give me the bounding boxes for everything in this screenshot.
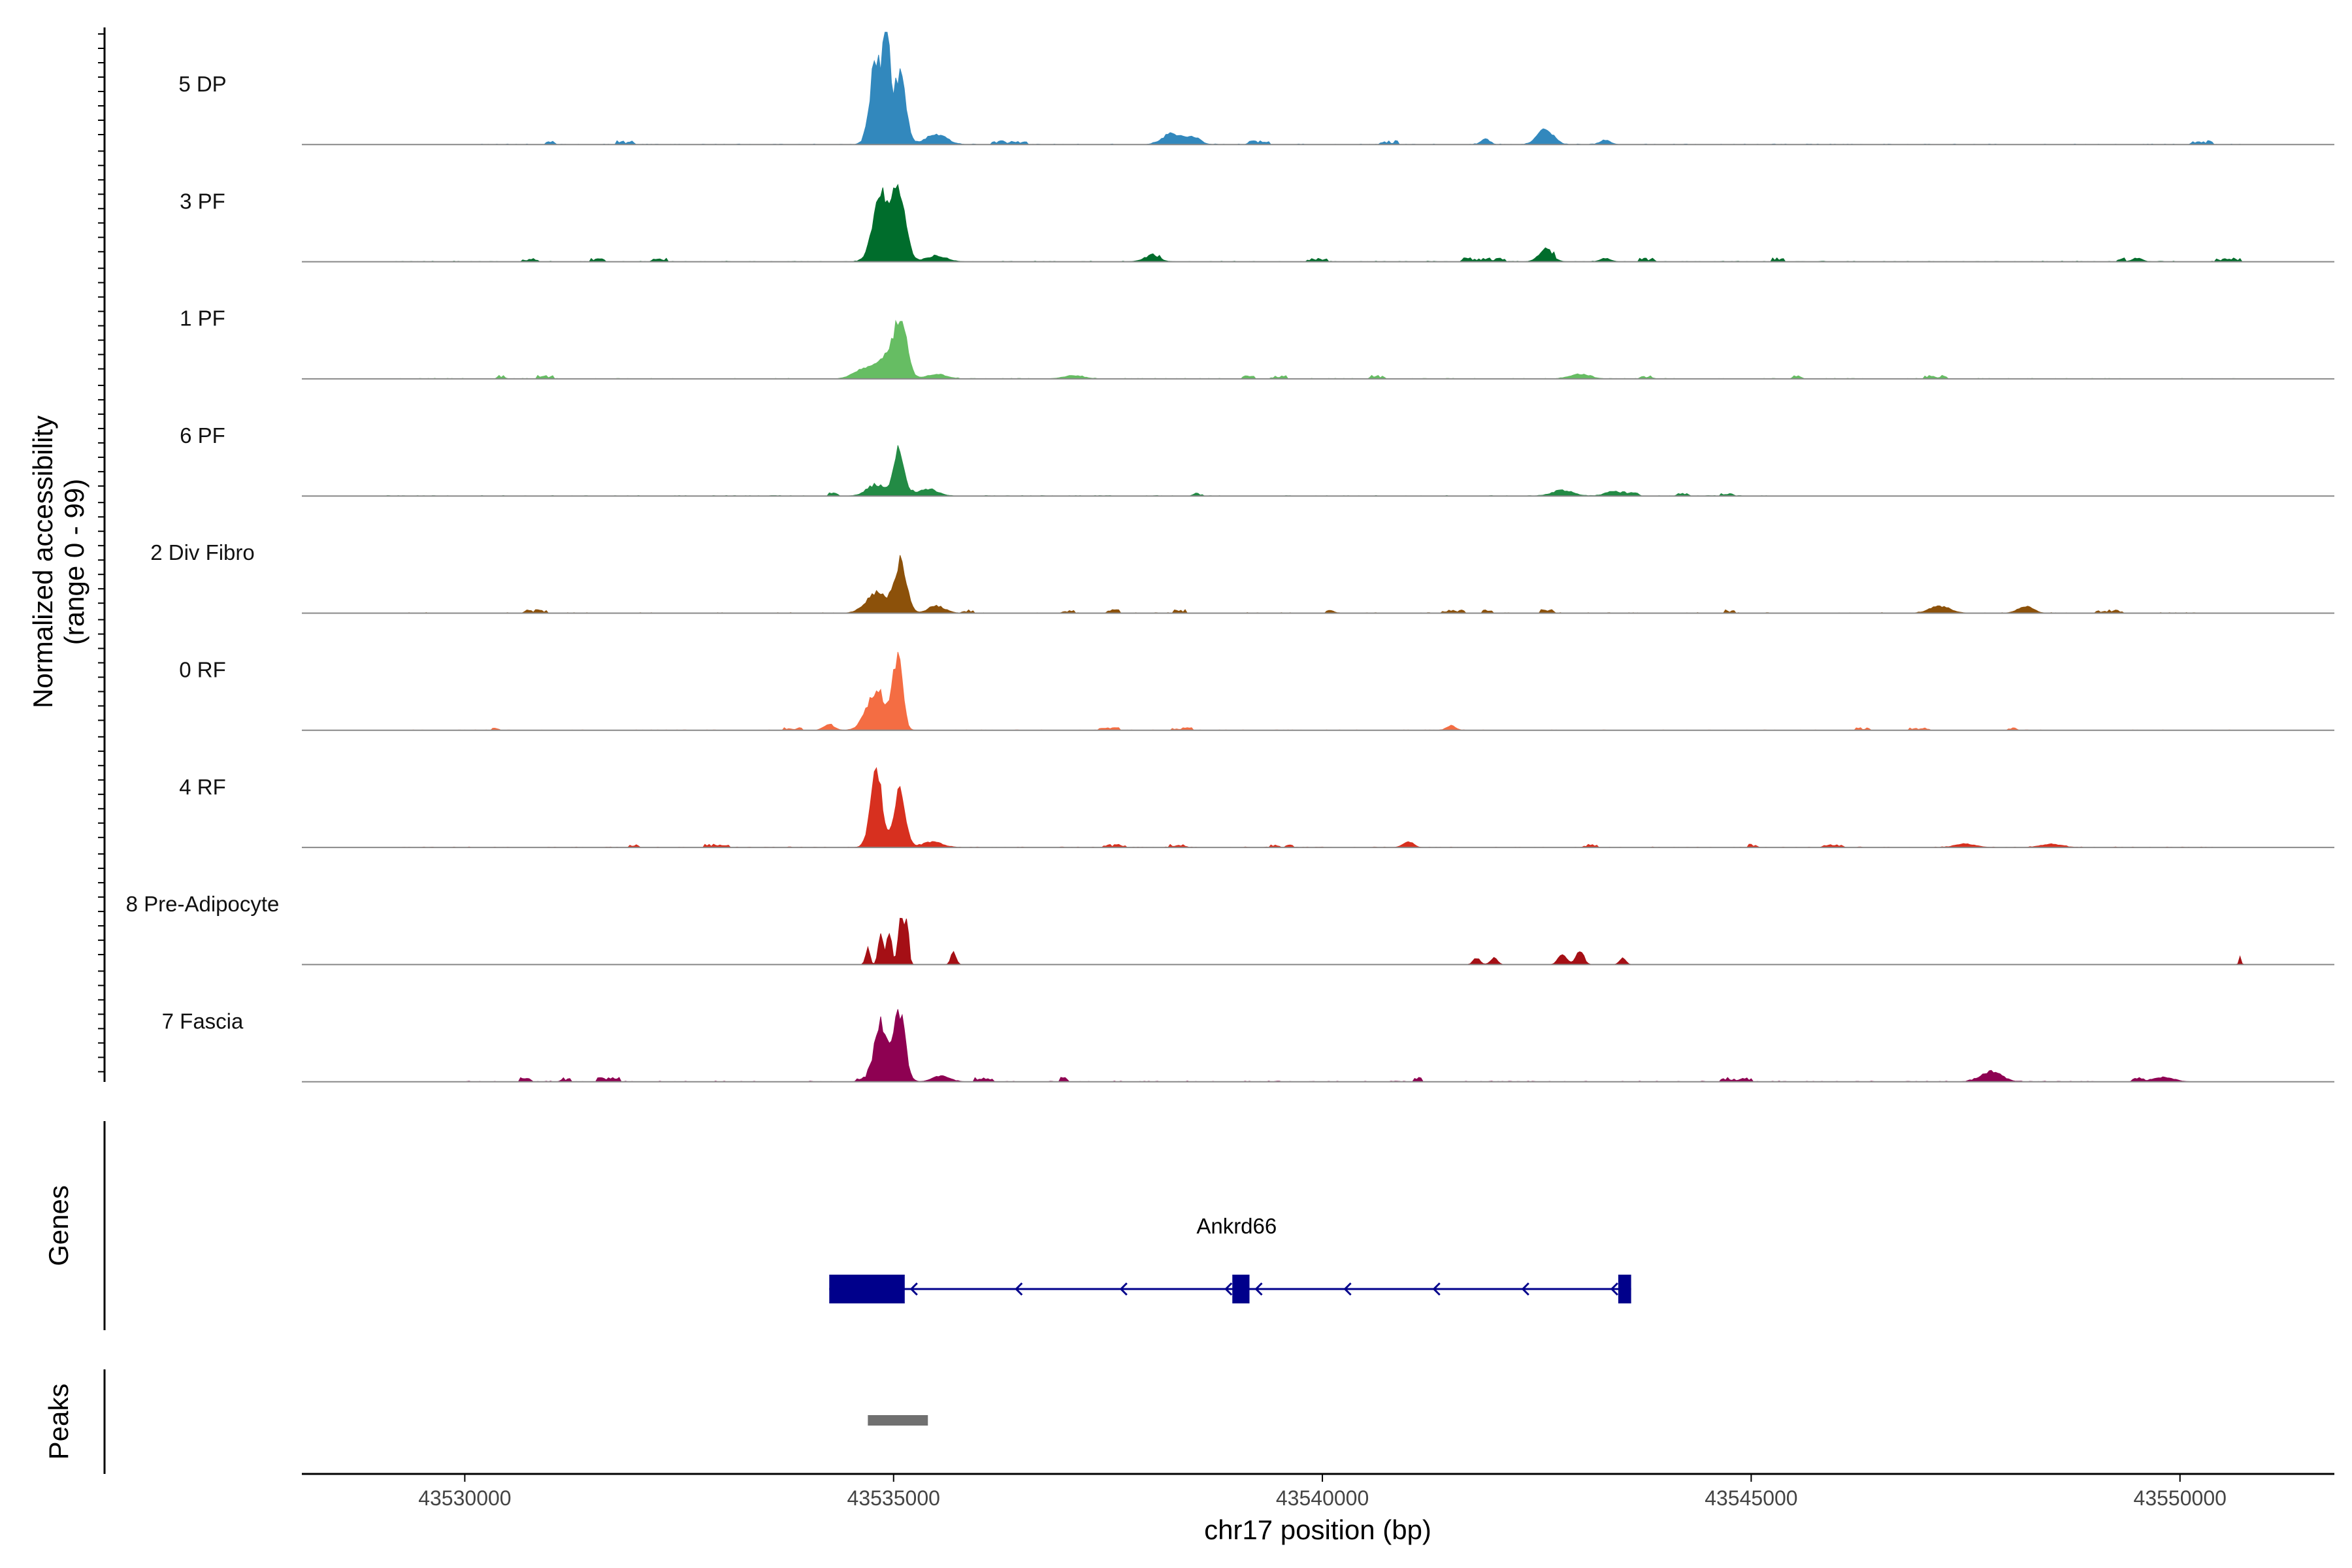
x-axis-ticks: 43530000 43535000 43540000 43545000 43550000 — [418, 1474, 2227, 1510]
track-5-dp: 5 DP — [178, 31, 2334, 146]
track-4-rf: 4 RF — [179, 766, 2334, 849]
strand-arrow — [1254, 1282, 1263, 1296]
track-label-0-rf: 0 RF — [179, 658, 226, 682]
track-label-8-pre-adipocyte: 8 Pre-Adipocyte — [126, 892, 280, 916]
track-label-5-dp: 5 DP — [178, 72, 226, 96]
y-axis-title-line2: (range 0 - 99) — [59, 479, 90, 645]
track-2-div-fibro: 2 Div Fibro — [150, 540, 2334, 614]
gene-exon-1 — [829, 1275, 905, 1303]
coverage-area-5-dp — [302, 31, 2334, 145]
peak-track — [868, 1415, 928, 1426]
gene-track: Ankrd66 — [829, 1214, 1631, 1303]
track-0-rf: 0 RF — [179, 651, 2334, 731]
track-label-1-pf: 1 PF — [180, 306, 225, 331]
x-axis-title: chr17 position (bp) — [1204, 1514, 1431, 1545]
coverage-area-8-pre-adipocyte — [302, 917, 2334, 965]
gene-name-label: Ankrd66 — [1196, 1214, 1277, 1238]
x-tick-label: 43535000 — [847, 1486, 940, 1510]
genes-panel-title: Genes — [43, 1185, 74, 1266]
peak-region-1 — [868, 1415, 928, 1426]
coverage-area-2-div-fibro — [302, 555, 2334, 614]
strand-arrow — [1432, 1282, 1441, 1296]
coverage-area-7-fascia — [302, 1009, 2334, 1083]
coverage-area-1-pf — [302, 319, 2334, 380]
track-6-pf: 6 PF — [180, 423, 2334, 497]
track-label-2-div-fibro: 2 Div Fibro — [150, 540, 255, 564]
strand-arrow — [1015, 1282, 1023, 1296]
gene-exon-3 — [1618, 1275, 1631, 1303]
coverage-y-axis-ticks — [98, 33, 105, 1073]
track-label-6-pf: 6 PF — [180, 423, 225, 448]
strand-arrow — [1343, 1282, 1352, 1296]
peaks-panel-title: Peaks — [43, 1384, 74, 1460]
track-label-7-fascia: 7 Fascia — [162, 1009, 244, 1033]
track-label-4-rf: 4 RF — [179, 775, 226, 799]
track-7-fascia: 7 Fascia — [162, 1009, 2334, 1083]
track-label-3-pf: 3 PF — [180, 189, 225, 213]
track-3-pf: 3 PF — [180, 184, 2334, 263]
strand-arrow — [909, 1282, 918, 1296]
strand-arrow — [1224, 1282, 1233, 1296]
strand-arrow — [1610, 1282, 1618, 1296]
coverage-tracks: 5 DP 3 PF 1 PF 6 PF 2 Div Fibro 0 RF 4 RF 8 Pre… — [126, 31, 2334, 1083]
strand-arrow — [1521, 1282, 1529, 1296]
gene-exon-2 — [1232, 1275, 1250, 1303]
coverage-area-3-pf — [302, 184, 2334, 263]
track-8-pre-adipocyte: 8 Pre-Adipocyte — [126, 892, 2334, 966]
x-tick-label: 43540000 — [1276, 1486, 1369, 1510]
coverage-area-4-rf — [302, 766, 2334, 848]
coverage-area-6-pf — [302, 445, 2334, 497]
x-tick-label: 43550000 — [2134, 1486, 2227, 1510]
strand-arrow — [1119, 1282, 1128, 1296]
y-axis-title-line1: Normalized accessibility — [27, 416, 58, 708]
coverage-area-0-rf — [302, 651, 2334, 731]
x-tick-label: 43545000 — [1705, 1486, 1797, 1510]
track-1-pf: 1 PF — [180, 306, 2334, 380]
x-tick-label: 43530000 — [418, 1486, 511, 1510]
